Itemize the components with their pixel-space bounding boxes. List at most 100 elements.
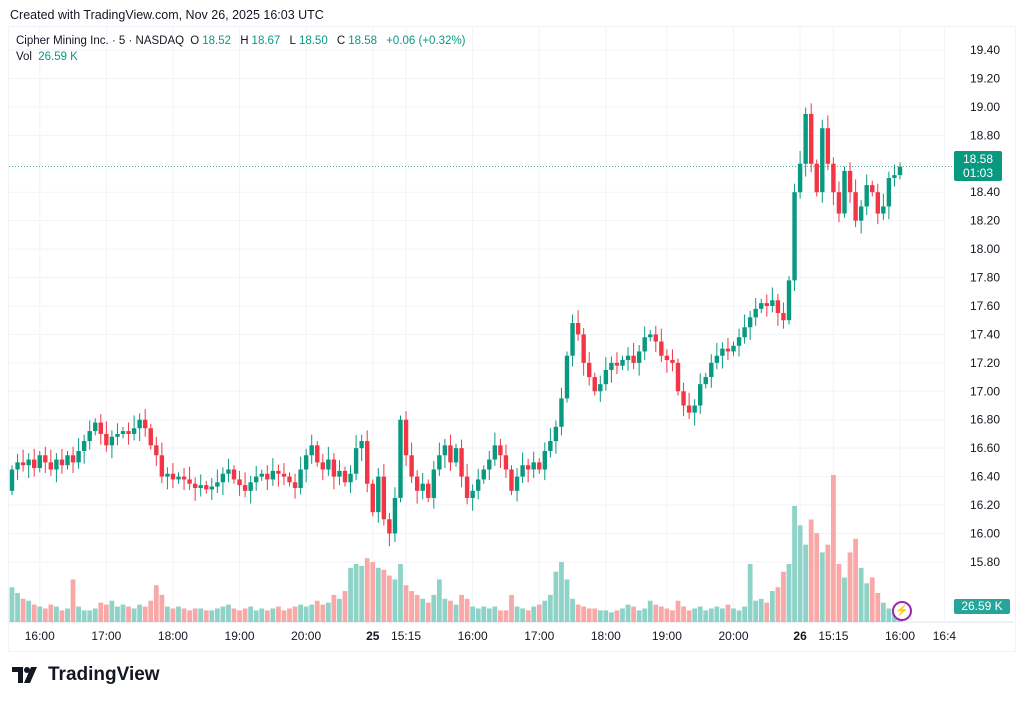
last-price-badge: 18.58 01:03: [954, 151, 1002, 181]
candle-body: [686, 405, 692, 413]
volume-bar: [769, 591, 775, 622]
volume-bar: [886, 608, 892, 622]
y-tick-label: 16.40: [970, 470, 1000, 484]
candle-body: [20, 462, 26, 466]
candle-body: [409, 455, 414, 477]
volume-label: Vol: [16, 51, 32, 63]
volume-bar: [87, 610, 93, 622]
volume-bar: [109, 600, 115, 622]
candle-body: [509, 469, 514, 491]
volume-bar: [165, 606, 170, 622]
candle-body: [836, 192, 842, 214]
candle-body: [542, 451, 547, 470]
x-tick-label: 16:00: [458, 629, 488, 643]
volume-bar: [664, 608, 670, 622]
volume-bar: [525, 610, 531, 622]
candle-body: [270, 470, 276, 480]
volume-bar: [486, 608, 492, 622]
candle-body: [642, 337, 647, 352]
candle-body: [137, 419, 142, 429]
candle-body: [636, 351, 642, 363]
volume-bar: [364, 558, 370, 622]
volume-bar: [248, 606, 254, 622]
volume-bar: [753, 600, 759, 622]
candle-body: [720, 348, 725, 356]
volume-bar: [170, 608, 176, 622]
volume-bar: [442, 598, 448, 622]
y-tick-label: 17.20: [970, 356, 1000, 370]
volume-bar: [725, 604, 731, 622]
candle-body: [165, 473, 170, 477]
candle-body: [548, 441, 553, 452]
candle-body: [670, 359, 675, 363]
candle-body: [831, 163, 836, 193]
volume-bar: [742, 606, 747, 622]
x-tick-label: 20:00: [291, 629, 321, 643]
candle-body: [93, 422, 98, 432]
volume-bar: [731, 608, 736, 622]
candle-body: [320, 462, 325, 470]
volume-bar: [214, 608, 220, 622]
volume-bar: [775, 587, 781, 622]
candle-body: [376, 476, 381, 513]
candle-body: [620, 359, 625, 366]
lightning-icon[interactable]: ⚡: [892, 601, 912, 621]
volume-bar: [864, 583, 870, 622]
volume-bar: [747, 563, 753, 622]
x-tick-label: 15:15: [818, 629, 848, 643]
volume-bar: [276, 606, 281, 622]
symbol-title[interactable]: Cipher Mining Inc. · 5 · NASDAQ: [16, 35, 185, 47]
candle-body: [714, 355, 720, 363]
candle-body: [892, 175, 897, 178]
candle-body: [759, 303, 764, 309]
volume-bar: [697, 606, 703, 622]
candle-body: [65, 455, 70, 466]
candle-body: [792, 192, 797, 281]
candle-body: [426, 483, 431, 498]
volume-bar: [281, 610, 287, 622]
volume-bar: [370, 562, 376, 622]
volume-bar: [231, 608, 237, 622]
candle-body: [309, 445, 314, 456]
volume-bar: [70, 579, 76, 622]
candle-body: [503, 455, 509, 470]
candle-body: [481, 469, 486, 480]
high-value: 18.67: [251, 35, 281, 47]
x-tick-label: 20:00: [718, 629, 748, 643]
x-tick-label: 16:00: [25, 629, 55, 643]
volume-bar: [287, 608, 292, 622]
candle-body: [226, 469, 231, 474]
candle-body: [853, 192, 858, 221]
candle-body: [492, 445, 498, 460]
candle-body: [265, 473, 270, 480]
volume-bar: [48, 604, 54, 622]
candle-body: [603, 369, 609, 385]
volume-bar: [392, 579, 398, 622]
volume-bar: [226, 604, 231, 622]
candle-body: [276, 470, 281, 474]
volume-bar: [176, 606, 181, 622]
candle-body: [398, 419, 403, 498]
volume-bar: [681, 606, 686, 622]
volume-bar: [264, 610, 270, 622]
candle-body: [370, 483, 375, 513]
volume-bar: [597, 610, 603, 622]
volume-bar: [148, 600, 154, 622]
volume-bar: [470, 606, 476, 622]
volume-bar: [581, 606, 587, 622]
tradingview-logo[interactable]: TradingView: [12, 664, 160, 686]
high-label: H: [240, 35, 249, 47]
low-value: 18.50: [298, 35, 328, 47]
volume-bar: [309, 604, 315, 622]
candle-body: [470, 490, 475, 498]
candle-body: [514, 476, 520, 491]
volume-bar: [181, 608, 187, 622]
volume-bar: [242, 608, 248, 622]
volume-bar: [531, 606, 537, 622]
volume-bar: [858, 567, 864, 622]
candle-body: [392, 497, 398, 534]
volume-bar: [320, 604, 326, 622]
volume-bar: [708, 608, 714, 622]
candle-body: [725, 348, 731, 352]
